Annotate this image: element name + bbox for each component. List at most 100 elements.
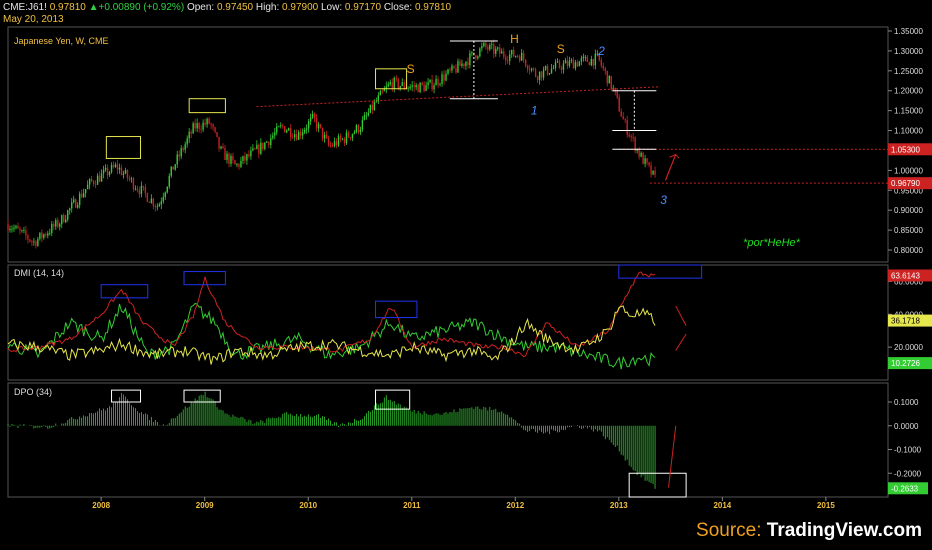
candle [522,52,525,60]
candle [520,52,523,61]
y-tick-label: -0.1000 [894,446,922,455]
candle [526,65,529,70]
candle [572,59,575,69]
candle [622,116,624,120]
candle [170,166,172,176]
arrow-up [668,425,677,488]
candle [238,164,240,167]
candle [485,42,487,47]
value-label: -0.2633 [891,484,919,493]
brand: TradingView.com [766,520,922,541]
candle [278,126,280,128]
x-tick-label: 2010 [299,501,317,510]
candle [499,47,501,54]
candle [542,69,545,78]
highlight-box [628,472,687,498]
candle [469,53,471,66]
price-label-box [888,177,932,190]
candle [297,132,300,140]
chart-date: May 20, 2013 [3,14,64,25]
candle [489,44,491,50]
candle [441,74,443,84]
candle [63,215,65,223]
candle [375,101,378,103]
candle [309,117,312,122]
candle [544,65,547,70]
candle [493,44,495,54]
candle [590,58,593,66]
candle [433,85,435,90]
candle [327,137,330,146]
y-tick-label: 0.0000 [894,422,919,431]
candle [295,134,298,140]
price-pane-title: Japanese Yen, W, CME [14,36,109,46]
candle [524,59,527,66]
candle [604,68,606,71]
candle [461,63,463,66]
candle [194,123,196,129]
candle [128,178,131,180]
candle [399,85,401,89]
candle [148,201,151,203]
candle [53,223,55,227]
candle [303,129,306,133]
y-tick-label: 0.85000 [894,226,923,235]
candle [29,239,31,242]
candle [650,165,652,175]
candle [136,188,139,191]
candle [429,79,431,83]
candle [96,175,99,185]
candle [280,125,282,127]
candle [294,134,296,138]
candle [162,197,164,202]
candle [49,233,51,234]
dmi-pane [7,264,889,381]
candle [9,228,11,231]
candle [212,124,214,128]
candle [620,111,622,117]
candle [443,74,445,81]
candle [335,141,338,146]
candle [216,132,218,137]
candle [214,127,216,133]
candle [206,118,208,125]
candle [379,91,382,96]
candle [232,156,234,161]
candle [288,128,290,131]
candle [349,137,352,139]
up-triangle-icon: ▲ [88,2,99,13]
candle [463,63,465,66]
candle [654,170,656,175]
candle [69,208,71,211]
arrow-down [675,305,687,327]
candle [158,204,161,207]
candle [196,123,198,129]
candle [648,162,650,166]
candle [292,136,294,138]
candle [532,68,535,70]
candle [37,238,39,246]
candle [301,132,304,136]
y-tick-label: 0.1000 [894,398,919,407]
arrow-up [675,333,687,351]
x-tick-label: 2008 [92,501,110,510]
candle [55,219,57,227]
candle [240,160,242,167]
candle [321,127,324,139]
candle [21,230,23,231]
candle [345,132,348,144]
candle [250,150,252,157]
highlight-box [375,389,411,410]
candle [202,122,204,130]
annotation-wave-1: 1 [531,104,538,118]
highlight-box [618,264,703,279]
candle [425,85,427,92]
candle [65,219,67,223]
candle [67,210,69,220]
candle [106,167,109,176]
candle [530,68,533,71]
candle [618,97,620,112]
candle [198,123,200,129]
candle [200,128,202,130]
